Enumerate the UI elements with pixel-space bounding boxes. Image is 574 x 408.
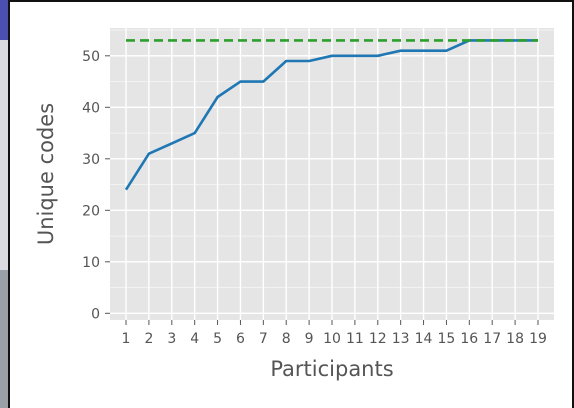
x-tick-label: 15 xyxy=(438,331,456,347)
y-tick-label: 20 xyxy=(82,203,100,219)
frame-top xyxy=(8,0,574,2)
x-tick-label: 12 xyxy=(369,331,387,347)
y-tick-label: 0 xyxy=(91,306,100,322)
x-tick-label: 19 xyxy=(529,331,547,347)
x-tick-label: 11 xyxy=(346,331,364,347)
x-tick-label: 7 xyxy=(259,331,268,347)
x-tick-label: 1 xyxy=(122,331,131,347)
x-tick-label: 10 xyxy=(323,331,341,347)
y-tick-label: 30 xyxy=(82,152,100,168)
x-axis-label: Participants xyxy=(270,357,393,381)
x-tick-label: 3 xyxy=(167,331,176,347)
y-axis-label: Unique codes xyxy=(34,103,58,245)
x-tick-label: 6 xyxy=(236,331,245,347)
x-tick-label: 5 xyxy=(213,331,222,347)
x-tick-label: 8 xyxy=(282,331,291,347)
window-edge-panel xyxy=(0,40,8,270)
series-layer xyxy=(124,39,538,191)
y-tick-label: 10 xyxy=(82,255,100,271)
frame-right xyxy=(572,0,574,408)
frame-left xyxy=(8,0,10,408)
x-tick-label: 9 xyxy=(305,331,314,347)
window-edge-accent xyxy=(0,0,8,40)
x-tick-label: 4 xyxy=(190,331,199,347)
y-tick-label: 40 xyxy=(82,100,100,116)
x-tick-label: 14 xyxy=(415,331,433,347)
y-tick-label: 50 xyxy=(82,49,100,65)
x-tick-label: 2 xyxy=(144,331,153,347)
x-tick-label: 13 xyxy=(392,331,410,347)
x-tick-label: 17 xyxy=(483,331,501,347)
window-edge xyxy=(0,0,8,408)
x-tick-label: 16 xyxy=(460,331,478,347)
x-tick-label: 18 xyxy=(506,331,524,347)
